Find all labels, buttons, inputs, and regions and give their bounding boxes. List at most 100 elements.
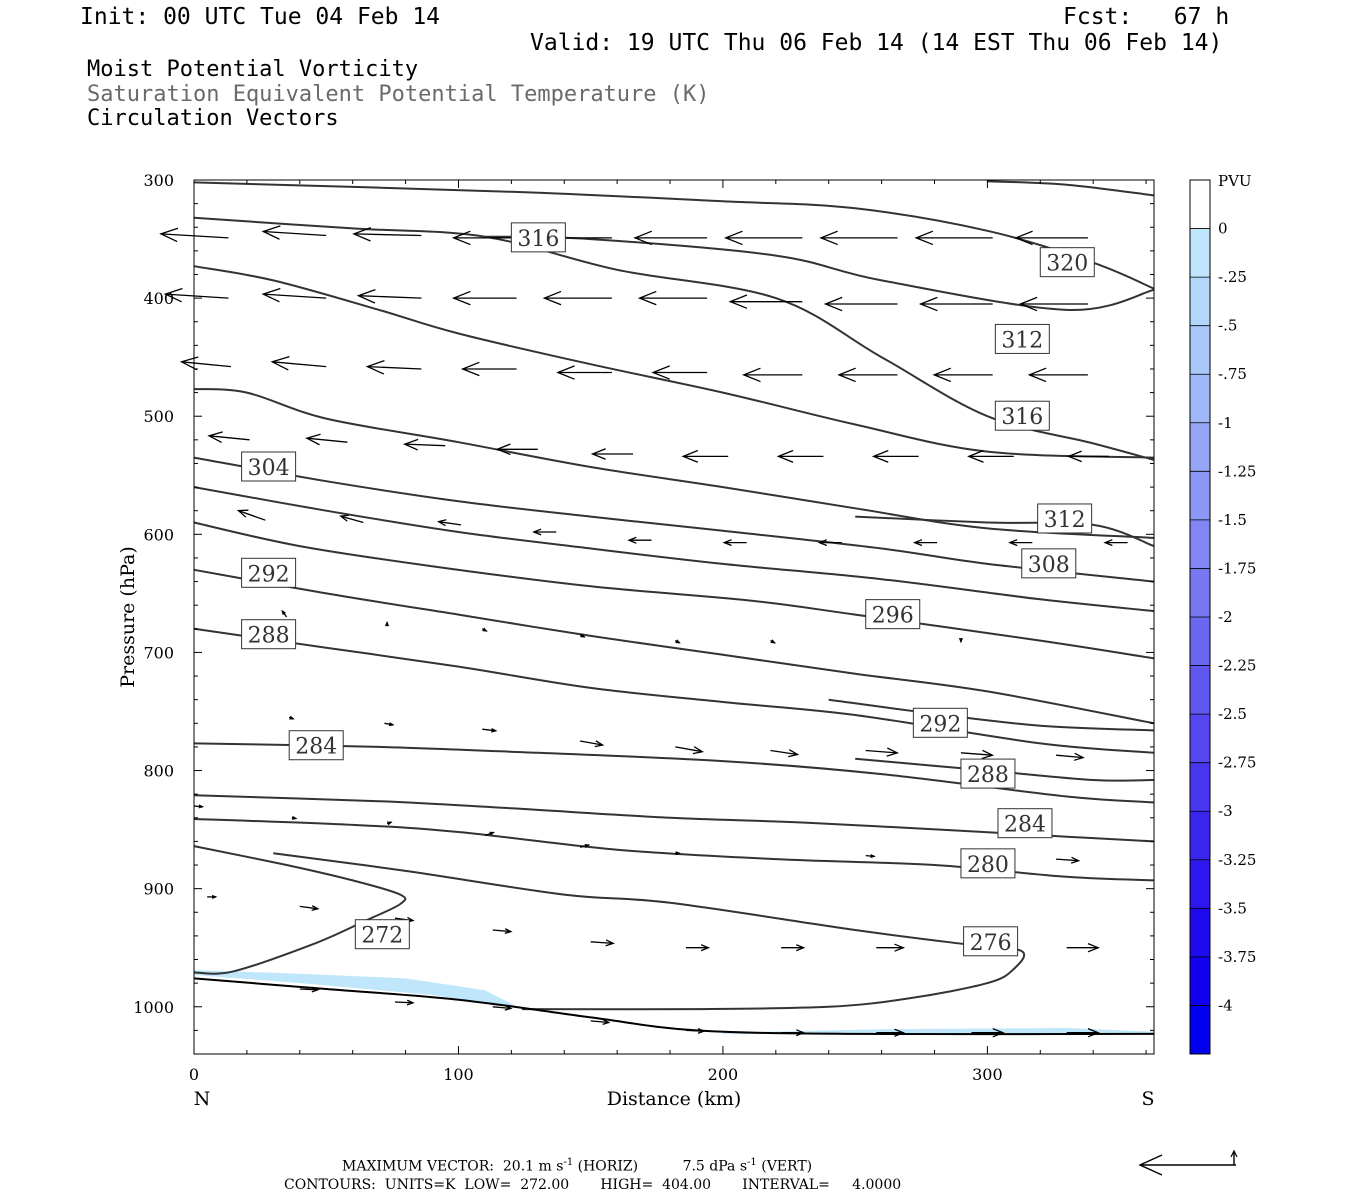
theta-e-contour-324: [987, 180, 1155, 197]
circulation-vector: [492, 1004, 513, 1011]
colorbar-label: -.75: [1218, 365, 1247, 383]
contour-label-312: 312: [1001, 328, 1043, 353]
circulation-vector: [728, 294, 803, 309]
south-label: S: [1141, 1088, 1154, 1110]
circulation-vector: [384, 722, 395, 727]
contour-label-box: [1037, 503, 1093, 534]
contour-label-box: [241, 451, 297, 482]
y-tick-label: 600: [143, 525, 174, 544]
circulation-vector: [590, 448, 633, 460]
surface-line: [193, 977, 1155, 1036]
colorbar-swatch: [1190, 568, 1210, 617]
contour-label-304: 304: [248, 456, 290, 481]
contour-label-296: 296: [872, 604, 914, 629]
circulation-vector: [1066, 943, 1100, 953]
circulation-vector: [781, 1029, 806, 1037]
y-tick-label: 300: [143, 171, 174, 190]
vert-exponent: -1: [747, 1157, 757, 1168]
circulation-vector: [722, 539, 747, 547]
circulation-vector: [402, 438, 446, 451]
circulation-vector: [579, 740, 605, 748]
theta-e-contour-292: [828, 698, 1155, 732]
colorbar-title: PVU: [1218, 172, 1252, 190]
circulation-vector: [817, 539, 842, 547]
circulation-vector: [179, 356, 232, 371]
circulation-vector: [837, 367, 898, 383]
colorbar-swatch: [1190, 374, 1210, 423]
contour-label-box: [912, 707, 968, 738]
circulation-vector: [681, 449, 729, 463]
colorbar-label: -2.25: [1218, 657, 1256, 675]
colorbar-swatch: [1190, 811, 1210, 860]
colorbar-swatch: [1190, 762, 1210, 812]
circulation-vector: [590, 1019, 611, 1025]
circulation-vector: [675, 851, 681, 856]
horiz-unit: m s: [538, 1158, 564, 1175]
colorbar-swatch: [1190, 956, 1210, 1006]
theta-e-contour-272: [193, 845, 407, 975]
contours-info: CONTOURS: UNITS=K LOW= 272.00 HIGH= 404.…: [284, 1177, 902, 1193]
colorbar-label: -1: [1218, 414, 1233, 432]
field-title-thetae: Saturation Equivalent Potential Temperat…: [87, 82, 710, 107]
circulation-vector: [579, 633, 586, 638]
contour-label-316: 316: [517, 227, 559, 252]
pv-shading-layer: [194, 970, 1154, 1034]
contour-label-280: 280: [967, 853, 1009, 878]
circulation-vector: [542, 290, 612, 306]
y-tick-label: 700: [143, 643, 174, 662]
axes: 300 400 500 600 700 800 900 1000 0 100 200 300: [133, 171, 1154, 1084]
colorbar-swatch: [1190, 325, 1210, 375]
contour-label-box: [241, 619, 297, 650]
contour-label-308: 308: [1028, 553, 1070, 578]
circulation-vector: [770, 639, 776, 644]
circulation-vector: [288, 715, 295, 720]
colorbar-swatch: [1190, 180, 1210, 229]
y-tick-label: 400: [143, 289, 174, 308]
circulation-vector: [482, 727, 498, 733]
contour-label-box: [994, 400, 1050, 431]
field-title-mpv: Moist Potential Vorticity: [87, 57, 419, 82]
circulation-vector: [914, 230, 993, 246]
circulation-vector: [932, 367, 993, 383]
contour-label-284: 284: [1004, 813, 1046, 838]
circulation-vector: [1066, 1028, 1100, 1038]
circulation-vector: [674, 639, 681, 644]
circulation-vector: [918, 296, 993, 312]
circulation-vector: [865, 853, 876, 859]
circulation-vector: [281, 609, 288, 618]
circulation-vector: [675, 746, 705, 755]
colorbar-label: -2.5: [1218, 705, 1247, 723]
plot-frame: [193, 179, 1155, 1055]
colorbar-label: -2: [1218, 608, 1233, 626]
circulation-vector: [495, 443, 538, 456]
x-tick-label: 0: [189, 1065, 199, 1084]
circulation-vector: [356, 289, 422, 304]
circulation-vector: [967, 449, 1014, 463]
circulation-vector: [299, 986, 320, 993]
circulation-vector: [236, 509, 266, 521]
circulation-vector: [365, 360, 422, 375]
circulation-vector: [685, 1027, 706, 1034]
circulation-vector: [1056, 856, 1081, 864]
x-tick-label: 100: [443, 1065, 474, 1084]
contour-label-292: 292: [248, 562, 290, 587]
colorbar-swatch: [1190, 665, 1210, 715]
circulation-vector: [384, 620, 390, 627]
north-label: N: [194, 1088, 211, 1110]
theta-e-contour-280: [193, 818, 1155, 882]
theta-e-contour-288: [855, 757, 1155, 782]
circulation-vector: [261, 225, 327, 240]
theta-e-contour-284: [193, 742, 1155, 804]
theta-e-contour-296: [193, 521, 1155, 660]
forecast-hour: Fcst: 67 h: [1063, 4, 1230, 30]
colorbar-label: -1.25: [1218, 462, 1256, 480]
colorbar-label: -1.75: [1218, 559, 1256, 577]
circulation-vector: [556, 365, 612, 380]
y-tick-label: 900: [143, 880, 174, 899]
theta-e-contour-308: [193, 456, 1155, 583]
contour-label-box: [354, 919, 410, 950]
colorbar-swatch: [1190, 908, 1210, 957]
circulation-vector: [394, 999, 415, 1006]
circulation-vector: [579, 843, 591, 848]
init-time: Init: 00 UTC Tue 04 Feb 14: [80, 4, 441, 30]
